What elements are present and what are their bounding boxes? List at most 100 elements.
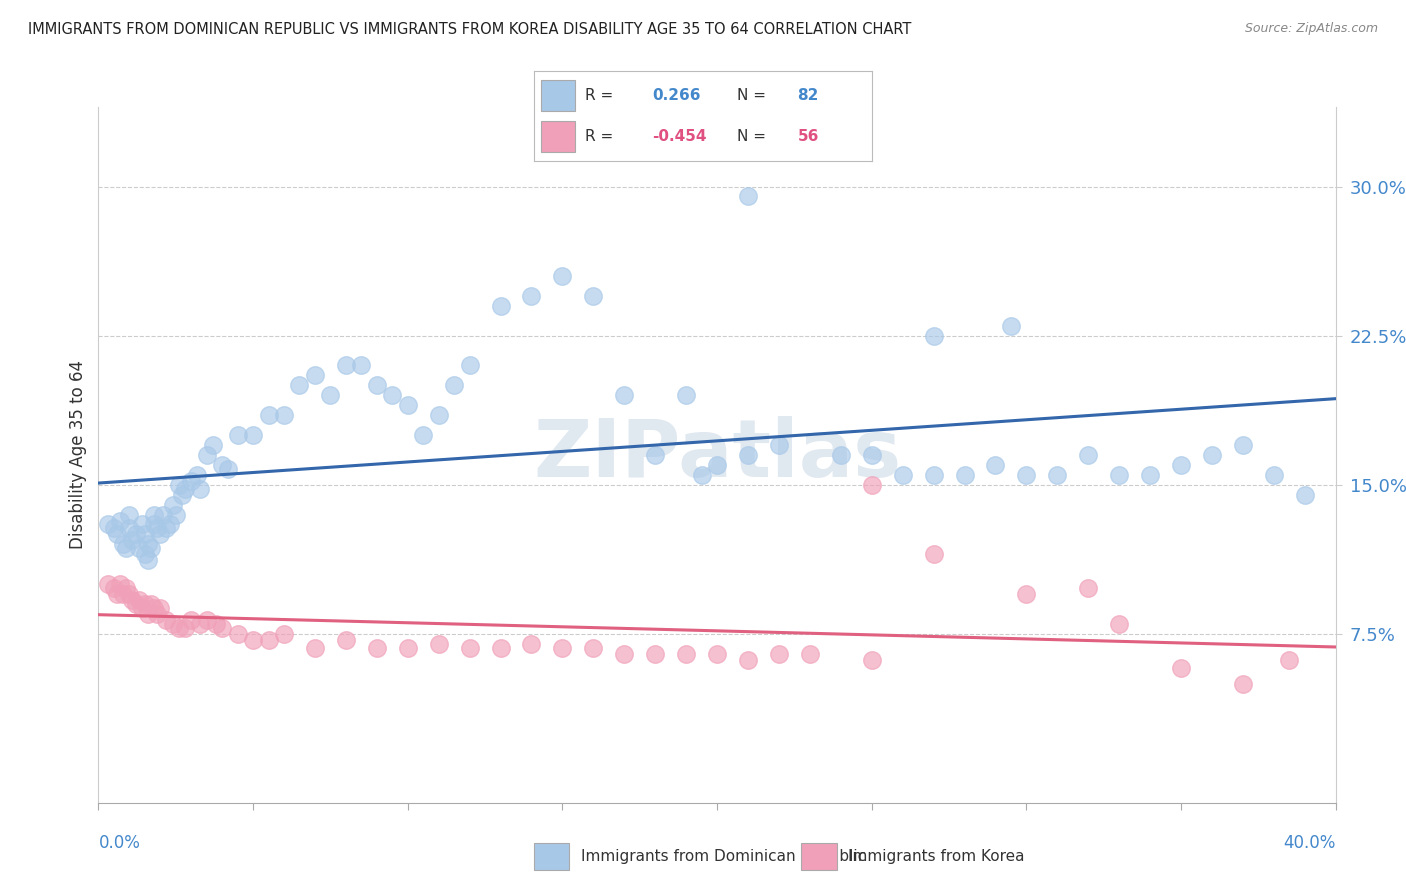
- Text: Immigrants from Dominican Republic: Immigrants from Dominican Republic: [581, 849, 866, 863]
- Point: [167, 477, 190, 491]
- Point: [152, 508, 174, 522]
- Point: [108, 514, 131, 528]
- Point: [427, 637, 450, 651]
- Point: [242, 632, 264, 647]
- Point: [155, 521, 177, 535]
- Point: [922, 328, 945, 343]
- Point: [136, 553, 159, 567]
- Point: [180, 474, 202, 488]
- Point: [304, 368, 326, 383]
- Point: [520, 637, 543, 651]
- Point: [143, 517, 166, 532]
- Point: [124, 597, 146, 611]
- Point: [226, 627, 249, 641]
- Point: [136, 537, 159, 551]
- Point: [115, 541, 138, 556]
- Point: [922, 467, 945, 482]
- Point: [690, 467, 713, 482]
- Point: [1077, 581, 1099, 595]
- Point: [167, 621, 190, 635]
- Point: [1046, 467, 1069, 482]
- Point: [319, 388, 342, 402]
- Point: [644, 448, 666, 462]
- Point: [273, 627, 295, 641]
- Point: [155, 613, 177, 627]
- Point: [159, 517, 181, 532]
- Point: [1015, 467, 1038, 482]
- Point: [381, 388, 404, 402]
- Point: [112, 587, 135, 601]
- Point: [366, 378, 388, 392]
- Text: ZIPatlas: ZIPatlas: [533, 416, 901, 494]
- Point: [97, 517, 120, 532]
- Text: 0.266: 0.266: [652, 88, 700, 103]
- Point: [706, 458, 728, 472]
- Point: [146, 521, 169, 535]
- Point: [799, 647, 821, 661]
- Point: [149, 601, 172, 615]
- Point: [551, 640, 574, 655]
- Point: [396, 398, 419, 412]
- Point: [830, 448, 852, 462]
- Point: [891, 467, 914, 482]
- Point: [675, 647, 697, 661]
- Point: [675, 388, 697, 402]
- Point: [644, 647, 666, 661]
- Point: [273, 408, 295, 422]
- Point: [737, 448, 759, 462]
- Point: [115, 581, 138, 595]
- Text: N =: N =: [737, 88, 766, 103]
- Point: [489, 299, 512, 313]
- Point: [134, 527, 156, 541]
- Point: [174, 621, 197, 635]
- Point: [1201, 448, 1223, 462]
- Point: [174, 482, 197, 496]
- Text: R =: R =: [585, 88, 613, 103]
- Point: [1108, 616, 1130, 631]
- Bar: [541, 121, 575, 152]
- Point: [1278, 653, 1301, 667]
- Point: [1294, 488, 1316, 502]
- Point: [170, 488, 193, 502]
- Point: [366, 640, 388, 655]
- Point: [1015, 587, 1038, 601]
- Point: [103, 521, 125, 535]
- Point: [768, 438, 790, 452]
- Point: [257, 408, 280, 422]
- Point: [149, 527, 172, 541]
- Point: [1232, 438, 1254, 452]
- Text: 56: 56: [797, 129, 818, 144]
- Point: [139, 541, 162, 556]
- Point: [217, 462, 239, 476]
- Point: [582, 640, 605, 655]
- Point: [1232, 676, 1254, 690]
- Point: [1170, 458, 1192, 472]
- Point: [108, 577, 131, 591]
- Point: [613, 388, 636, 402]
- Point: [134, 547, 156, 561]
- Point: [922, 547, 945, 561]
- Point: [201, 438, 224, 452]
- Point: [97, 577, 120, 591]
- Point: [257, 632, 280, 647]
- Point: [335, 632, 357, 647]
- Text: 40.0%: 40.0%: [1284, 834, 1336, 852]
- Point: [143, 601, 166, 615]
- Point: [489, 640, 512, 655]
- Point: [124, 527, 146, 541]
- Text: R =: R =: [585, 129, 613, 144]
- Point: [195, 448, 218, 462]
- Point: [1000, 318, 1022, 333]
- Point: [139, 597, 162, 611]
- Point: [1170, 660, 1192, 674]
- Point: [706, 647, 728, 661]
- Point: [350, 359, 373, 373]
- Point: [121, 593, 143, 607]
- Point: [226, 428, 249, 442]
- Point: [165, 508, 187, 522]
- Point: [190, 482, 212, 496]
- Point: [1108, 467, 1130, 482]
- Point: [190, 616, 212, 631]
- Point: [984, 458, 1007, 472]
- Point: [1139, 467, 1161, 482]
